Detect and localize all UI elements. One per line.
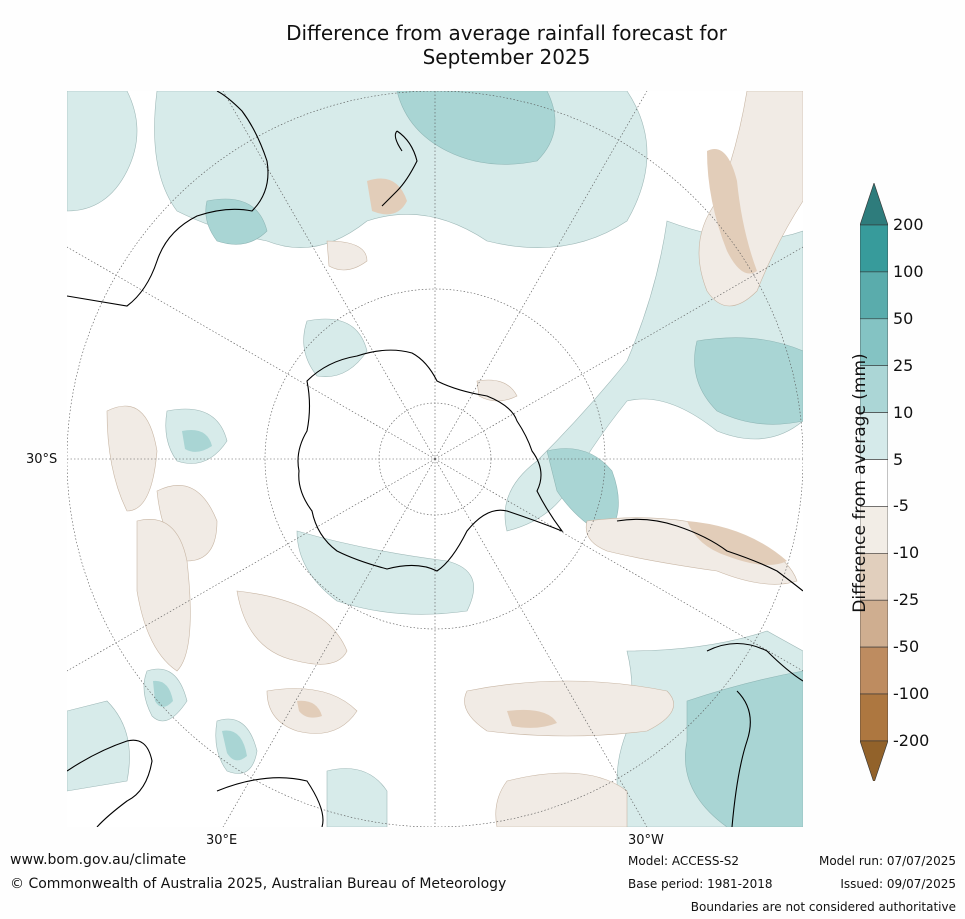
colorbar-tick-label: 10: [893, 402, 914, 422]
footer-model: Model: ACCESS-S2: [628, 854, 740, 868]
south-america-coast: [616, 518, 803, 827]
lon-label-30w: 30°W: [628, 833, 664, 848]
colorbar-segment: [860, 318, 888, 367]
colorbar-title: Difference from average (mm): [850, 353, 870, 613]
polar-rainfall-map: [67, 91, 803, 827]
colorbar-segment: [860, 224, 888, 273]
southern-africa-coast: [216, 777, 324, 827]
antarctica-coast: [297, 349, 564, 572]
title-line-1: Difference from average rainfall forecas…: [286, 21, 727, 45]
colorbar-tick-label: 25: [893, 355, 914, 375]
colorbar-segment: [860, 693, 888, 742]
coastlines: [67, 91, 803, 827]
colorbar-segment: [860, 646, 888, 695]
colorbar-segment: [860, 506, 888, 554]
colorbar-tick-label: 100: [893, 261, 924, 281]
footer-model-run: Model run: 07/07/2025: [818, 854, 956, 868]
map-title: Difference from average rainfall forecas…: [200, 21, 813, 69]
colorbar: [860, 183, 888, 781]
footer-disclaimer: Boundaries are not considered authoritat…: [690, 900, 956, 914]
lat-label-30s: 30°S: [26, 452, 58, 467]
colorbar-tick-label: -5: [893, 496, 909, 516]
colorbar-segment: [860, 365, 888, 413]
colorbar-segment: [860, 271, 888, 320]
colorbar-segment: [860, 412, 888, 460]
new-zealand-coast: [381, 130, 418, 207]
colorbar-tick-label: -200: [893, 730, 930, 750]
colorbar-tick-label: 5: [893, 449, 904, 469]
colorbar-tick-label: -50: [893, 637, 920, 657]
africa-coast: [67, 739, 153, 827]
colorbar-tick-label: 50: [893, 308, 914, 328]
colorbar-tick-label: -100: [893, 684, 930, 703]
colorbar-tick-label: 200: [893, 215, 924, 234]
colorbar-segment: [860, 599, 888, 648]
colorbar-tick-label: -10: [893, 543, 920, 563]
footer-copyright: © Commonwealth of Australia 2025, Austra…: [10, 876, 507, 892]
colorbar-svg: [860, 183, 888, 781]
colorbar-extend-top: [860, 183, 888, 226]
australia-coast: [67, 91, 269, 307]
footer-issued: Issued: 09/07/2025: [840, 877, 956, 891]
lon-label-30e: 30°E: [206, 833, 238, 848]
graticule: [67, 91, 803, 827]
colorbar-extend-bottom: [860, 740, 888, 781]
title-line-2: September 2025: [422, 45, 591, 69]
map-canvas: [67, 91, 803, 827]
dry-anomaly-regions: [106, 91, 803, 827]
colorbar-tick-label: -25: [893, 590, 920, 610]
footer-base-period: Base period: 1981-2018: [628, 877, 773, 891]
footer-website: www.bom.gov.au/climate: [10, 852, 187, 868]
